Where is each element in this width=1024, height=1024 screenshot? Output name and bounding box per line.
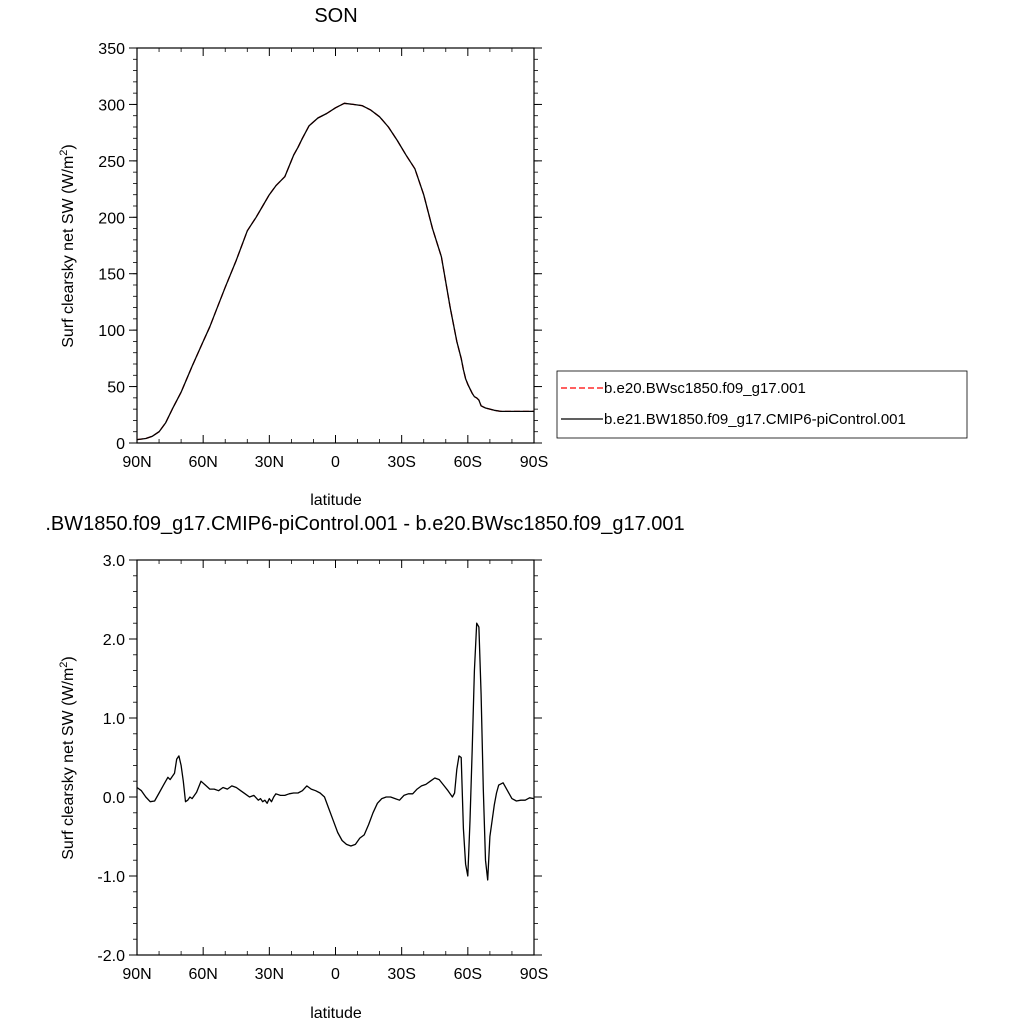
top-chart: SON 90N 60N 30N 0 30S 60S 90S 0 50 100 150 200 250 30… bbox=[58, 5, 548, 509]
y-tick-label: 200 bbox=[98, 210, 125, 227]
x-tick-label: 60N bbox=[188, 966, 217, 983]
x-tick-label: 90N bbox=[122, 966, 151, 983]
legend-entry-2: b.e21.BW1850.f09_g17.CMIP6-piControl.001 bbox=[604, 411, 906, 428]
y-tick-label: 0 bbox=[116, 436, 125, 453]
plot-lines bbox=[136, 622, 535, 881]
x-tick-label: 60S bbox=[454, 454, 482, 471]
y-tick-label: 3.0 bbox=[103, 553, 125, 570]
y-axis-label-superscript: 2 bbox=[58, 150, 70, 156]
plot-frame bbox=[136, 559, 535, 956]
x-axis-label: latitude bbox=[310, 492, 362, 509]
bottom-chart: .BW1850.f09_g17.CMIP6-piControl.001 - b.… bbox=[45, 513, 684, 1022]
difference-chart-title: .BW1850.f09_g17.CMIP6-piControl.001 - b.… bbox=[45, 513, 684, 535]
x-tick-label: 30N bbox=[255, 454, 284, 471]
x-tick-label: 60S bbox=[454, 966, 482, 983]
y-tick-label: -2.0 bbox=[97, 948, 125, 965]
x-tick-label: 90N bbox=[122, 454, 151, 471]
plot-lines bbox=[136, 102, 534, 441]
x-tick-label: 0 bbox=[331, 966, 340, 983]
axis-ticks: 90N 60N 30N 0 30S 60S 90S 0 50 100 150 200 250 300 350 bbox=[98, 41, 548, 471]
x-tick-label: 90S bbox=[520, 454, 548, 471]
x-tick-label: 60N bbox=[188, 454, 217, 471]
chart-title: SON bbox=[314, 5, 357, 27]
x-axis-label: latitude bbox=[310, 1005, 362, 1022]
x-tick-label: 0 bbox=[331, 454, 340, 471]
y-tick-label: 50 bbox=[107, 380, 125, 397]
x-tick-label: 90S bbox=[520, 966, 548, 983]
legend-entry-1: b.e20.BWsc1850.f09_g17.001 bbox=[604, 380, 806, 397]
series-line-1 bbox=[136, 102, 534, 441]
y-tick-label: -1.0 bbox=[97, 869, 125, 886]
y-axis-label: Surf clearsky net SW (W/m2) bbox=[58, 656, 77, 859]
y-axis-label: Surf clearsky net SW (W/m2) bbox=[58, 144, 77, 347]
y-axis-label-superscript: 2 bbox=[58, 662, 70, 668]
axis-ticks: 90N 60N 30N 0 30S 60S 90S -2.0 -1.0 0.0 1.0 2.0 3.0 bbox=[97, 553, 548, 983]
y-tick-label: 2.0 bbox=[103, 632, 125, 649]
legend: b.e20.BWsc1850.f09_g17.001 b.e21.BW1850.… bbox=[556, 370, 968, 439]
series-line-2 bbox=[136, 102, 534, 441]
y-tick-label: 1.0 bbox=[103, 711, 125, 728]
x-tick-label: 30N bbox=[255, 966, 284, 983]
series-line-1 bbox=[136, 622, 535, 881]
x-tick-label: 30S bbox=[387, 454, 415, 471]
legend-box bbox=[556, 370, 968, 439]
y-tick-label: 0.0 bbox=[103, 790, 125, 807]
y-minor-ticks bbox=[133, 559, 538, 956]
x-tick-label: 30S bbox=[387, 966, 415, 983]
y-tick-label: 150 bbox=[98, 267, 125, 284]
y-tick-label: 350 bbox=[98, 41, 125, 58]
y-tick-label: 250 bbox=[98, 154, 125, 171]
y-tick-label: 100 bbox=[98, 323, 125, 340]
y-tick-label: 300 bbox=[98, 97, 125, 114]
